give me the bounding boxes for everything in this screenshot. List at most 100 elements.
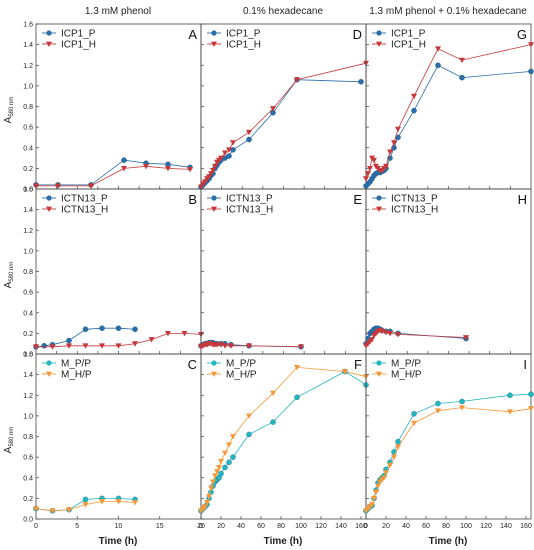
y-tick-label: 1.0	[23, 248, 33, 255]
legend-label: M_H/P	[61, 370, 92, 381]
x-tick-label: 20	[382, 523, 390, 530]
data-point	[82, 502, 89, 508]
data-point	[246, 136, 252, 143]
ylabel-sub: 580 nm	[9, 427, 15, 447]
y-tick-label: 0.6	[23, 125, 33, 132]
legend-marker	[211, 195, 217, 201]
data-point	[132, 500, 138, 506]
svg-text:A580 nm: A580 nm	[3, 427, 15, 454]
legend-label: M_H/P	[226, 370, 257, 381]
svg-text:A580 nm: A580 nm	[3, 97, 15, 124]
data-point	[246, 129, 252, 136]
data-point	[228, 343, 234, 349]
data-point	[143, 163, 149, 170]
y-tick-label: 0.2	[23, 496, 33, 503]
series-line-ICP1_P	[365, 64, 532, 187]
data-point	[222, 464, 228, 471]
x-tick-label: 80	[442, 523, 450, 530]
legend-label: ICTN13_P	[226, 194, 273, 205]
y-tick-label: 1.2	[23, 63, 33, 70]
data-point	[363, 176, 369, 182]
x-axis-label-col-1: Time (h)	[99, 536, 138, 547]
data-point	[528, 68, 534, 75]
legend-label: ICTN13_P	[61, 194, 108, 205]
data-point	[411, 411, 417, 417]
y-tick-label: 0.6	[23, 455, 33, 462]
data-point	[66, 507, 72, 513]
data-point	[230, 140, 236, 146]
data-point	[165, 330, 171, 337]
data-point	[214, 469, 220, 475]
legend-marker	[211, 371, 217, 377]
column-header-hexadecane: 0.1% hexadecane	[243, 6, 324, 17]
data-point	[387, 462, 393, 469]
data-point	[391, 140, 397, 146]
x-tick-label: 80	[277, 523, 285, 530]
ylabel-sub: 580 nm	[9, 262, 15, 282]
data-point	[99, 325, 105, 331]
data-point	[411, 93, 417, 100]
legend-marker	[46, 41, 52, 47]
data-point	[218, 470, 224, 477]
data-point	[528, 42, 534, 48]
y-tick-label: 1.0	[23, 413, 33, 420]
data-point	[459, 57, 465, 64]
data-point	[33, 506, 39, 512]
x-tick-label: 120	[315, 523, 327, 530]
data-point	[246, 431, 252, 438]
legend-marker	[46, 371, 52, 377]
legend-label: ICTN13_H	[61, 205, 108, 216]
x-tick-label: 100	[295, 523, 307, 530]
y-tick-label: 0.4	[23, 475, 33, 482]
data-point	[132, 326, 138, 332]
svg-text:A580 nm: A580 nm	[3, 262, 15, 289]
data-point	[375, 483, 381, 489]
y-axis-label-row-2: A580 nm	[3, 262, 15, 289]
data-point	[226, 442, 232, 448]
x-tick-label: 15	[156, 523, 164, 530]
legend-marker	[211, 30, 217, 36]
ylabel-main: A	[3, 116, 14, 123]
legend-marker	[376, 30, 382, 36]
x-tick-label: 60	[422, 523, 430, 530]
legend-marker	[376, 41, 382, 47]
data-point	[206, 493, 212, 500]
data-point	[66, 337, 72, 344]
data-point	[55, 183, 61, 189]
x-tick-label: 0	[34, 523, 38, 530]
y-tick-label: 1.4	[23, 207, 33, 214]
y-tick-label: 1.2	[23, 393, 33, 400]
data-point	[222, 150, 228, 156]
data-point	[99, 343, 105, 349]
legend-label: ICP1_H	[226, 40, 261, 51]
data-point	[507, 392, 513, 398]
y-tick-label: 1.0	[23, 83, 33, 90]
data-point	[222, 450, 228, 456]
data-point	[115, 325, 122, 331]
y-tick-label: 0.6	[23, 290, 33, 297]
x-tick-label: 5	[75, 523, 79, 530]
series-line-M_H/P	[365, 407, 532, 512]
data-point	[187, 167, 193, 173]
data-point	[391, 454, 397, 461]
legend-label: ICTN13_H	[391, 205, 438, 216]
data-point	[121, 165, 127, 172]
data-point	[115, 343, 122, 349]
legend-label: ICP1_P	[226, 29, 261, 40]
data-point	[294, 77, 300, 83]
data-point	[88, 183, 94, 189]
x-tick-label: 40	[237, 523, 245, 530]
y-axis-label-row-1: A580 nm	[3, 97, 15, 124]
data-point	[66, 343, 72, 349]
data-point	[395, 444, 401, 450]
series-line-ICP1_P	[200, 79, 362, 188]
data-point	[246, 343, 252, 349]
legend-marker	[211, 206, 217, 212]
y-tick-label: 1.4	[23, 42, 33, 49]
data-point	[33, 183, 39, 189]
data-point	[365, 171, 371, 177]
legend-label: M_P/P	[226, 359, 256, 370]
legend-marker	[46, 195, 52, 201]
